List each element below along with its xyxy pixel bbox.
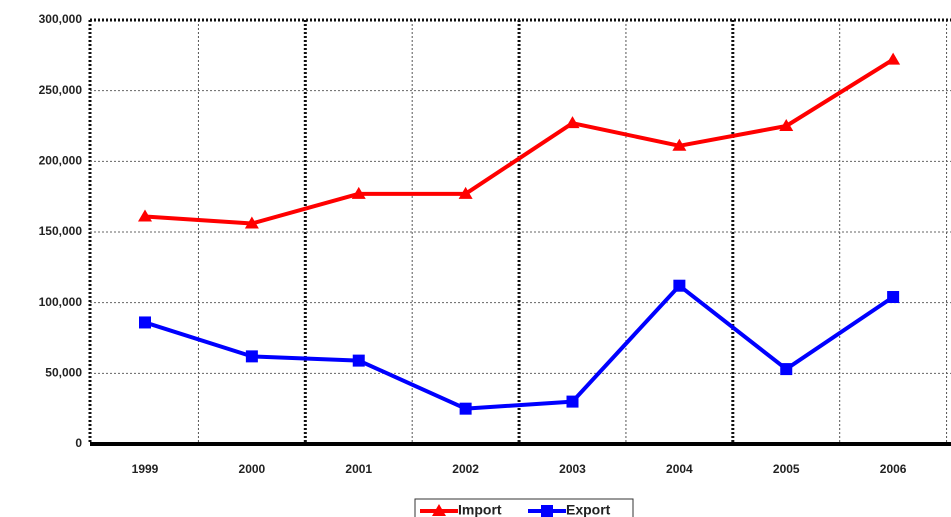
triangle-marker [138, 209, 152, 222]
triangle-marker [565, 116, 580, 129]
x-tick-label: 2006 [880, 462, 907, 476]
triangle-marker [244, 216, 259, 229]
x-tick-label: 2001 [345, 462, 372, 476]
triangle-marker [672, 138, 687, 151]
legend: Import Export [414, 498, 634, 517]
legend-label: Import [458, 502, 502, 517]
square-marker [780, 363, 793, 376]
y-tick-label: 200,000 [39, 154, 83, 168]
square-marker [352, 354, 365, 367]
square-marker [139, 316, 151, 329]
y-tick-label: 100,000 [39, 295, 83, 309]
series-1 [139, 279, 900, 415]
legend-label: Export [566, 502, 611, 517]
triangle-marker [779, 119, 794, 131]
square-marker [245, 350, 258, 363]
series-0 [138, 52, 901, 229]
triangle-marker [351, 186, 366, 199]
triangle-marker [458, 186, 473, 199]
series-line [144, 283, 895, 411]
series-line [144, 57, 895, 226]
square-marker [459, 402, 472, 415]
x-tick-label: 2005 [773, 462, 800, 476]
x-tick-label: 1999 [132, 462, 159, 476]
triangle-marker [432, 504, 446, 516]
x-tick-label: 2003 [559, 462, 586, 476]
x-tick-label: 2002 [452, 462, 479, 476]
square-marker [566, 395, 579, 408]
x-tick-label: 2004 [666, 462, 693, 476]
square-marker [541, 505, 553, 517]
square-marker [887, 291, 900, 304]
legend-box [414, 498, 634, 517]
triangle-marker [886, 52, 901, 65]
y-tick-label: 150,000 [39, 224, 83, 238]
square-marker [673, 279, 686, 292]
y-tick-label: 50,000 [45, 366, 82, 380]
y-tick-label: 300,000 [39, 12, 83, 26]
x-tick-label: 2000 [239, 462, 266, 476]
y-tick-label: 0 [75, 436, 82, 450]
y-tick-label: 250,000 [39, 83, 83, 97]
